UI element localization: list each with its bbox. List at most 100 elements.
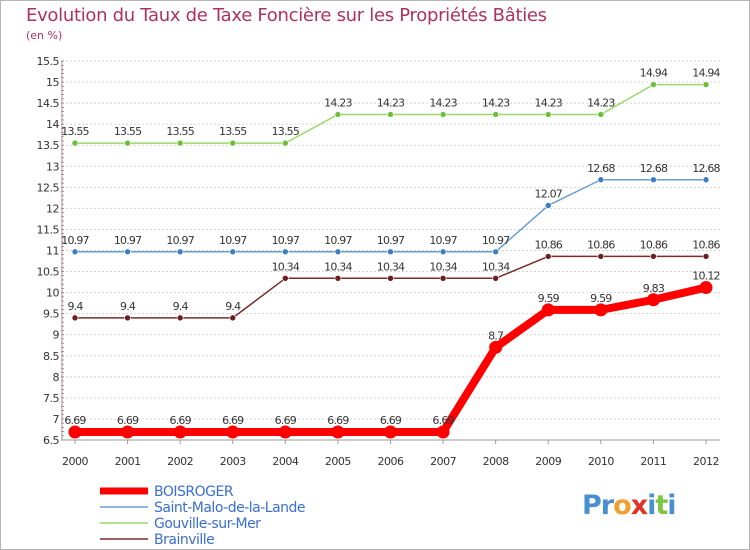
x-tick-label: 2005 — [325, 455, 351, 468]
data-point — [597, 253, 605, 260]
y-tick-label: 11.5 — [37, 223, 60, 236]
data-label: 14.94 — [692, 67, 720, 80]
data-point — [124, 139, 131, 147]
proxiti-logo: Proxiti — [582, 490, 677, 521]
data-label: 14.94 — [640, 67, 668, 80]
y-tick-label: 15 — [46, 76, 59, 89]
data-label: 10.97 — [219, 234, 247, 247]
y-tick-label: 10 — [46, 287, 59, 300]
data-label: 10.34 — [272, 260, 300, 273]
data-label: 14.23 — [429, 96, 457, 109]
data-point — [229, 314, 237, 322]
data-point — [439, 111, 447, 118]
y-tick-label: 14.5 — [37, 97, 60, 110]
logo-letter: o — [613, 490, 632, 521]
data-point — [646, 293, 660, 307]
data-label: 14.23 — [535, 96, 563, 109]
data-label: 10.97 — [429, 234, 457, 247]
data-label: 12.68 — [587, 162, 615, 175]
y-tick-label: 7 — [53, 413, 60, 426]
data-label: 10.34 — [429, 260, 457, 273]
data-label: 9.4 — [67, 300, 83, 313]
data-point — [124, 248, 131, 256]
data-point — [334, 274, 342, 282]
data-label: 9.59 — [538, 292, 560, 305]
data-point — [334, 248, 342, 256]
data-point — [492, 274, 499, 282]
y-tick-label: 12.5 — [37, 181, 60, 194]
data-label: 6.69 — [170, 414, 192, 427]
data-label: 10.86 — [587, 238, 615, 251]
y-tick-label: 9.5 — [43, 308, 59, 321]
data-label: 6.69 — [64, 414, 86, 427]
x-tick-label: 2012 — [693, 455, 719, 468]
data-point — [282, 248, 289, 256]
data-point — [176, 314, 184, 322]
data-point — [226, 425, 240, 439]
data-label: 13.55 — [272, 125, 300, 138]
logo-letter: x — [630, 490, 648, 521]
data-label: 14.23 — [324, 96, 352, 109]
data-label: 13.55 — [219, 125, 247, 138]
y-tick-label: 9 — [53, 329, 60, 342]
data-label: 8.7 — [488, 329, 504, 342]
data-label: 13.55 — [114, 125, 142, 138]
y-tick-label: 8.5 — [43, 350, 59, 363]
data-label: 10.86 — [640, 238, 668, 251]
data-label: 13.55 — [61, 125, 89, 138]
x-tick-label: 2004 — [272, 455, 298, 468]
x-tick-label: 2002 — [167, 455, 193, 468]
data-point — [121, 425, 135, 439]
y-tick-label: 10.5 — [37, 266, 60, 279]
data-point — [702, 253, 710, 260]
data-point — [702, 176, 710, 184]
y-tick-label: 14 — [46, 118, 59, 131]
legend-label: Brainville — [154, 532, 214, 548]
data-point — [544, 202, 552, 209]
data-label: 6.69 — [327, 414, 349, 427]
x-tick-label: 2011 — [640, 455, 666, 468]
data-point — [282, 139, 289, 147]
data-label: 10.97 — [166, 234, 194, 247]
data-label: 10.97 — [272, 234, 300, 247]
data-label: 6.69 — [432, 414, 454, 427]
data-point — [387, 111, 394, 118]
x-tick-label: 2003 — [220, 455, 246, 468]
x-tick-label: 2006 — [378, 455, 404, 468]
data-point — [71, 139, 79, 147]
logo-letter: i — [647, 490, 656, 521]
data-label: 14.23 — [482, 96, 510, 109]
data-label: 10.86 — [692, 238, 720, 251]
data-label: 12.68 — [692, 162, 720, 175]
data-label: 6.69 — [117, 414, 139, 427]
data-point — [71, 314, 79, 322]
data-point — [229, 139, 237, 147]
legend-label: Gouville-sur-Mer — [154, 516, 261, 532]
data-point — [384, 425, 397, 439]
data-label: 10.97 — [114, 234, 142, 247]
x-tick-label: 2008 — [483, 455, 509, 468]
data-label: 10.97 — [324, 234, 352, 247]
data-label: 10.12 — [692, 270, 720, 283]
data-label: 6.69 — [275, 414, 297, 427]
data-point — [699, 281, 713, 295]
data-point — [702, 81, 710, 88]
y-tick-label: 8 — [53, 371, 60, 384]
y-tick-label: 13 — [46, 160, 59, 173]
data-point — [439, 248, 447, 256]
data-point — [544, 253, 552, 260]
data-point — [489, 340, 503, 354]
legend: BOISROGERSaint-Malo-de-la-LandeGouville-… — [100, 484, 306, 548]
data-label: 12.07 — [535, 187, 563, 200]
data-point — [439, 274, 447, 282]
axes: 6.577.588.599.51010.51111.51212.51313.51… — [37, 55, 720, 468]
x-tick-label: 2007 — [430, 455, 456, 468]
x-tick-label: 2009 — [535, 455, 561, 468]
data-point — [597, 176, 605, 184]
data-point — [334, 111, 342, 118]
data-label: 10.86 — [535, 238, 563, 251]
series-line — [75, 283, 707, 436]
data-point — [229, 248, 237, 256]
